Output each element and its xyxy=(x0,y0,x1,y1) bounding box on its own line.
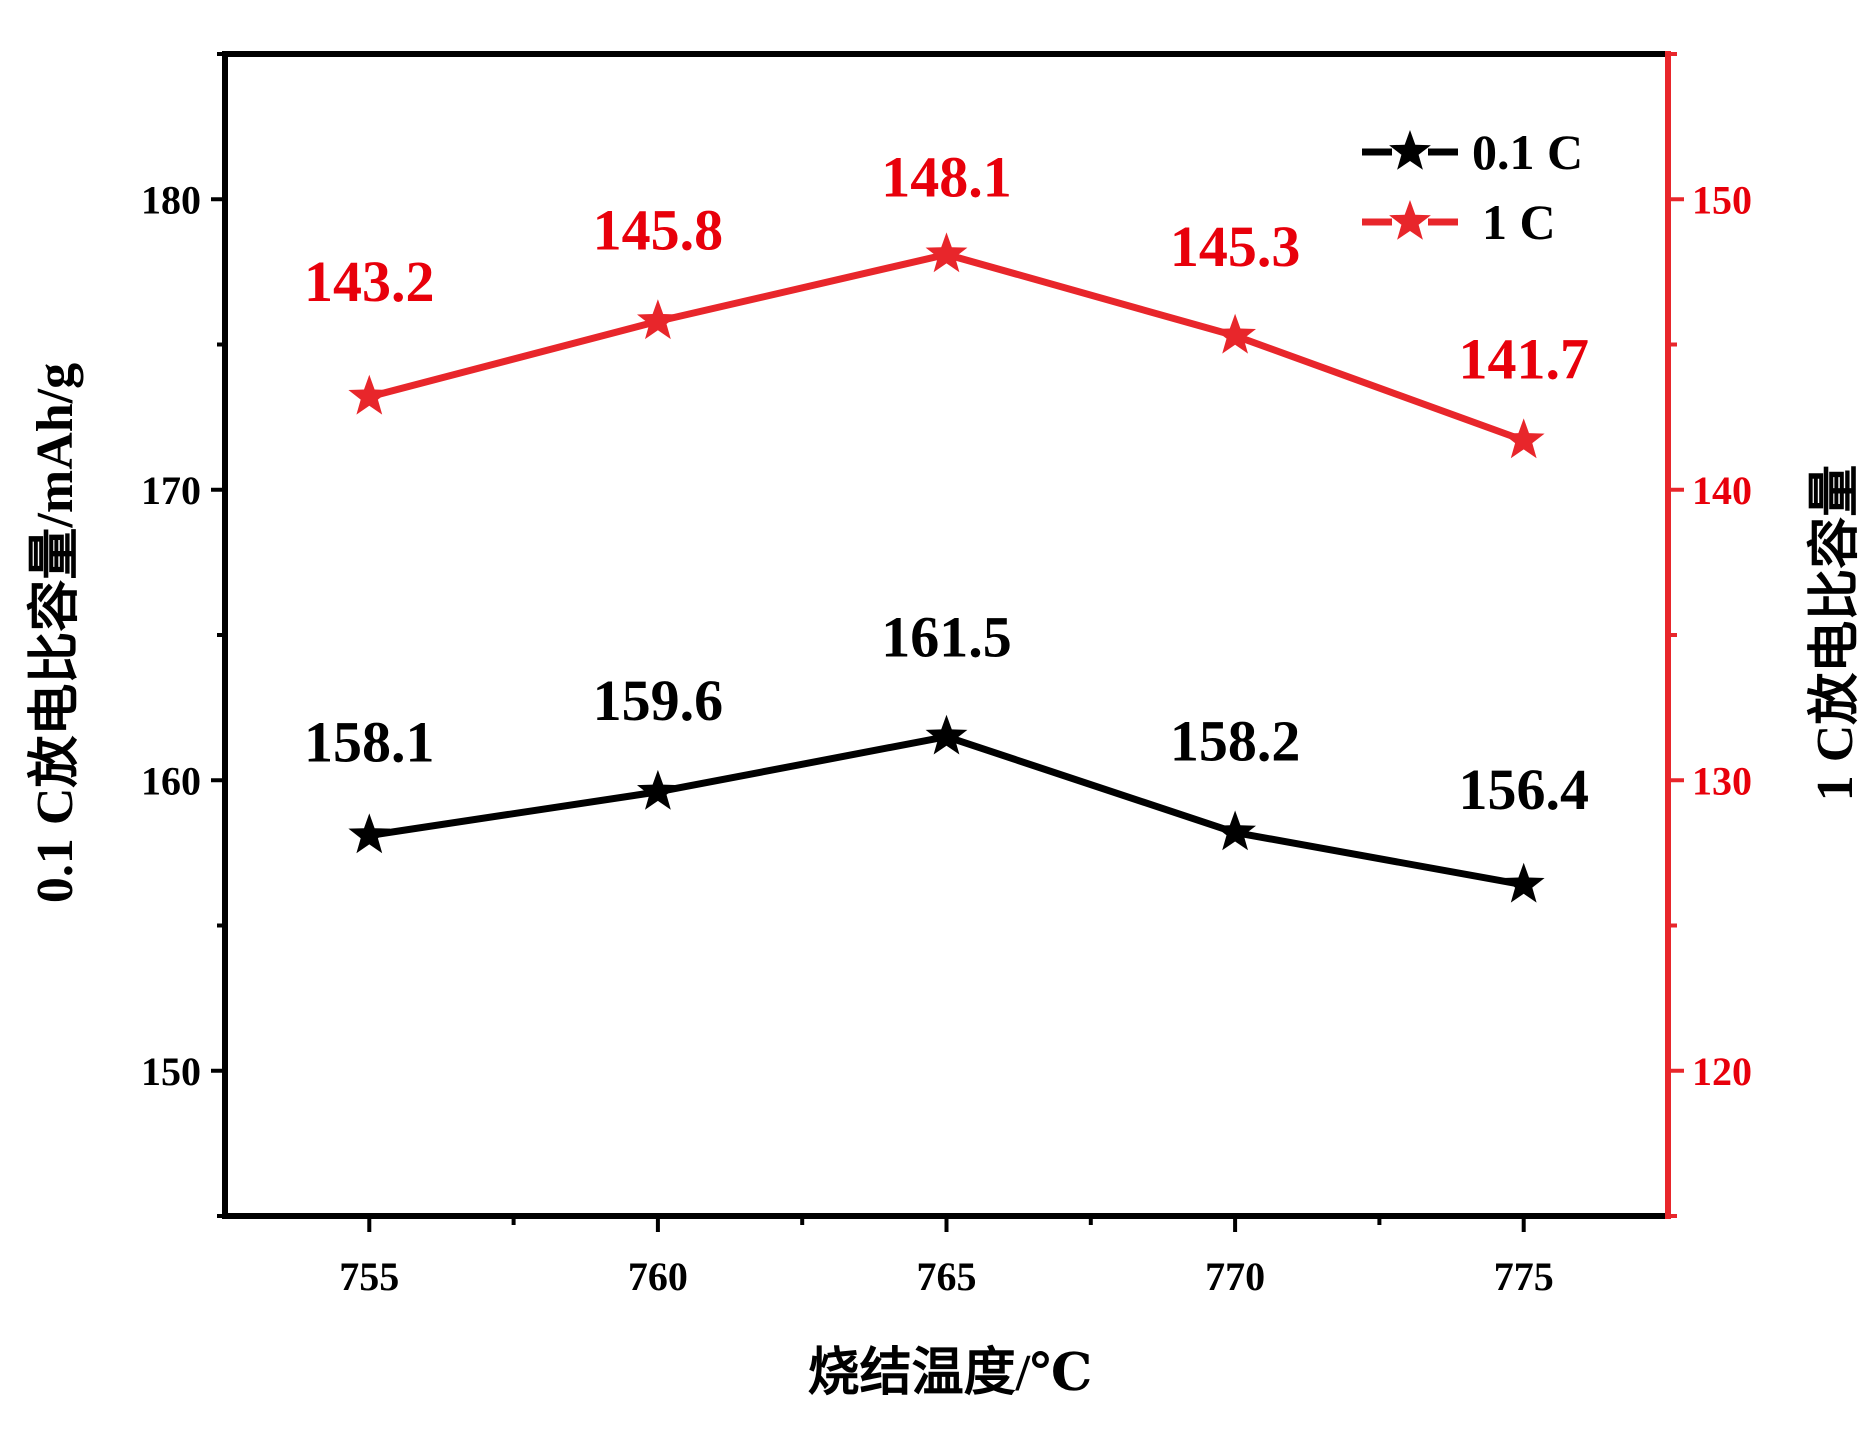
data-label: 143.2 xyxy=(304,249,435,314)
data-label: 148.1 xyxy=(881,144,1012,209)
left-y-tick-label: 150 xyxy=(141,1049,201,1094)
series-line xyxy=(368,733,1525,889)
data-label: 145.3 xyxy=(1170,214,1301,279)
right-y-tick-label: 120 xyxy=(1692,1049,1752,1094)
left-y-axis-title: 0.1 C放电比容量/mAh/g xyxy=(26,363,84,903)
data-point-star xyxy=(348,813,391,854)
data-point-star xyxy=(1214,810,1256,851)
data-point-star xyxy=(925,714,968,755)
left-y-tick-label: 170 xyxy=(141,468,201,513)
left-y-axis: 150 160 170 180 xyxy=(141,51,228,1219)
data-label: 156.4 xyxy=(1458,757,1589,822)
x-tick-label: 775 xyxy=(1494,1254,1554,1299)
data-point-star xyxy=(637,769,679,810)
x-tick-label: 760 xyxy=(628,1254,688,1299)
right-y-axis-title: 1 C放电比容量 xyxy=(1806,465,1864,802)
x-axis: 755 760 765 770 775 xyxy=(339,1216,1554,1299)
x-tick-label: 755 xyxy=(339,1254,399,1299)
data-label: 158.2 xyxy=(1170,709,1301,774)
left-y-tick-label: 160 xyxy=(141,758,201,803)
data-point-star xyxy=(348,374,391,415)
series-line xyxy=(368,250,1525,444)
data-label: 145.8 xyxy=(593,197,724,262)
right-y-tick-label: 140 xyxy=(1692,468,1752,513)
legend-label: 1 C xyxy=(1482,194,1556,250)
data-point-star xyxy=(1502,418,1545,459)
left-y-tick-label: 180 xyxy=(141,177,201,222)
series-layer xyxy=(348,232,1545,903)
x-axis-title: 烧结温度/℃ xyxy=(808,1344,1093,1402)
data-point-star xyxy=(1502,862,1545,903)
data-label: 161.5 xyxy=(881,605,1012,670)
right-y-tick-label: 130 xyxy=(1692,758,1752,803)
data-labels: 158.1 159.6 161.5 158.2 156.4 143.2 145.8 148.1… xyxy=(304,144,1589,821)
x-tick-label: 770 xyxy=(1205,1254,1265,1299)
right-y-axis: 120 130 140 150 xyxy=(1665,51,1752,1219)
data-point-star xyxy=(637,299,679,340)
legend-label: 0.1 C xyxy=(1472,124,1583,180)
legend-star xyxy=(1389,130,1431,170)
data-point-star xyxy=(925,232,968,273)
data-label: 159.6 xyxy=(593,668,724,733)
x-tick-label: 765 xyxy=(917,1254,977,1299)
legend: 0.1 C 1 C xyxy=(1362,124,1583,250)
right-y-tick-label: 150 xyxy=(1692,177,1752,222)
data-label: 141.7 xyxy=(1458,326,1589,391)
data-point-star xyxy=(1214,313,1256,354)
data-label: 158.1 xyxy=(304,709,435,774)
legend-star xyxy=(1389,200,1431,240)
